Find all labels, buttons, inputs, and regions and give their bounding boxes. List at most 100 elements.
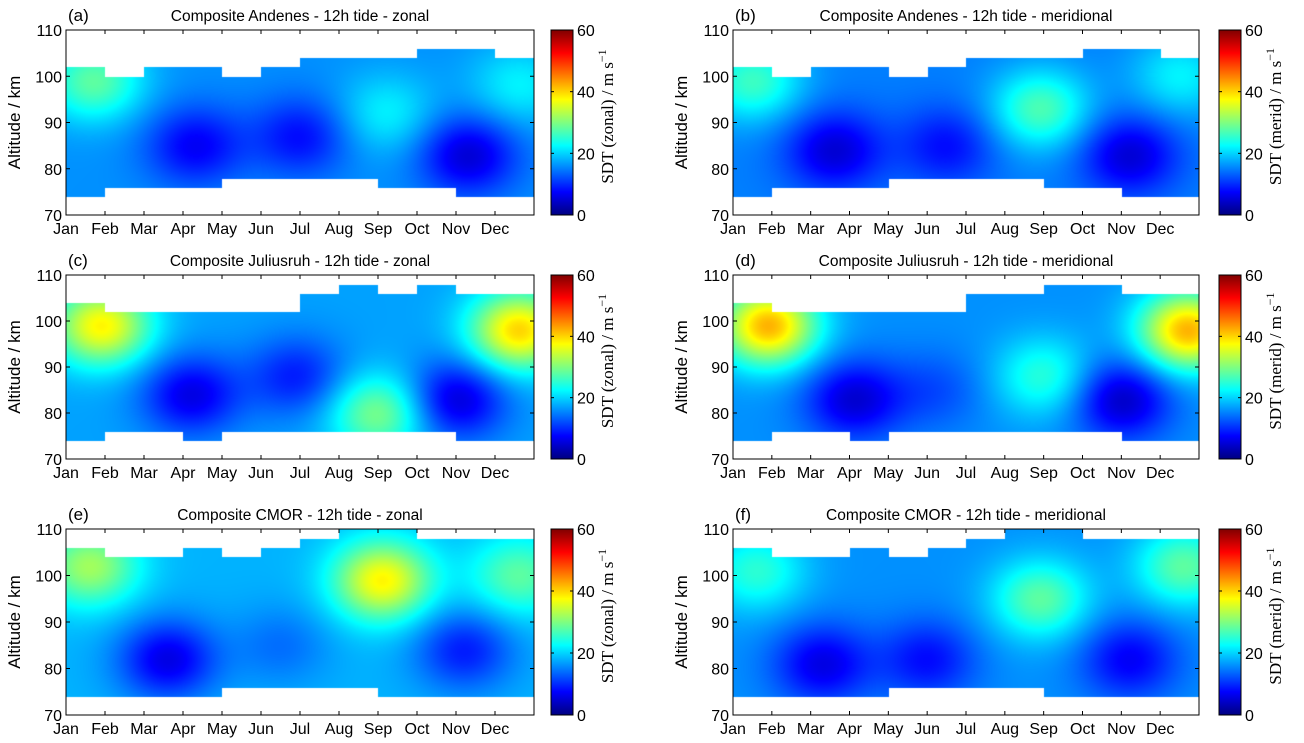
chart-title: Composite CMOR - 12h tide - zonal xyxy=(177,507,423,524)
x-tick-label: Mar xyxy=(797,221,825,238)
x-tick-label: Jan xyxy=(53,465,79,482)
colorbar-tick-label: 20 xyxy=(1245,146,1263,163)
colorbar-label: SDT (merid) / m s−1 xyxy=(1263,547,1285,684)
colorbar-label-exponent: −1 xyxy=(1263,547,1277,560)
colorbar-tick-label: 40 xyxy=(1245,85,1263,102)
colorbar-tick-label: 0 xyxy=(577,708,586,725)
heatmap-image xyxy=(733,275,1199,459)
colorbar-tick-label: 20 xyxy=(577,146,595,163)
colorbar-tick-label: 60 xyxy=(1245,23,1263,40)
colorbar-tick-label: 0 xyxy=(577,452,586,469)
x-tick-label: Dec xyxy=(1146,721,1174,738)
x-tick-label: Jun xyxy=(914,221,940,238)
x-tick-label: May xyxy=(207,721,237,738)
heatmap-image xyxy=(66,30,534,215)
y-axis-label: Altitude / km xyxy=(5,575,24,669)
colorbar-label: SDT (zonal) / m s−1 xyxy=(595,294,617,428)
x-tick-label: Nov xyxy=(1107,221,1135,238)
y-axis-label: Altitude / km xyxy=(5,320,24,414)
x-tick-label: Jun xyxy=(914,465,940,482)
panel-e: Jan Feb Mar Apr May Jun Jul Aug Sep Oct Nov Dec 70 80… xyxy=(5,505,617,738)
x-tick-label: Dec xyxy=(481,221,509,238)
colorbar-label-text: SDT (zonal) / m s xyxy=(598,62,617,184)
x-tick-label: Sep xyxy=(1029,221,1058,238)
colorbar xyxy=(1218,29,1242,216)
x-tick-label: Nov xyxy=(442,721,470,738)
x-tick-label: Jan xyxy=(53,721,79,738)
x-tick-label: Apr xyxy=(837,221,863,238)
x-tick-label: May xyxy=(873,221,903,238)
panel-d: Jan Feb Mar Apr May Jun Jul Aug Sep Oct Nov Dec 70 80… xyxy=(672,251,1285,482)
x-tick-label: Jan xyxy=(720,465,746,482)
x-tick-label: Aug xyxy=(325,221,353,238)
y-tick-label: 90 xyxy=(711,615,729,632)
x-tick-label: Oct xyxy=(1070,221,1095,238)
colorbar-label-exponent: −1 xyxy=(595,549,609,562)
colorbar xyxy=(1218,528,1242,716)
x-tick-label: May xyxy=(207,221,237,238)
panel-letter: (b) xyxy=(735,6,756,25)
panel-letter: (d) xyxy=(735,251,756,270)
colorbar-label-text: SDT (zonal) / m s xyxy=(598,562,617,684)
colorbar-tick-label: 0 xyxy=(1245,708,1254,725)
x-tick-label: Jul xyxy=(956,221,976,238)
y-tick-label: 80 xyxy=(44,162,62,179)
panel-f: Jan Feb Mar Apr May Jun Jul Aug Sep Oct Nov Dec 70 80… xyxy=(672,505,1285,738)
colorbar-tick-label: 60 xyxy=(577,23,595,40)
colorbar-tick-label: 20 xyxy=(1245,391,1263,408)
colorbar-tick-label: 0 xyxy=(1245,452,1254,469)
heatmap-image xyxy=(733,30,1199,215)
heatmap-image xyxy=(733,529,1199,715)
x-tick-label: Jul xyxy=(290,721,310,738)
colorbar-label-exponent: −1 xyxy=(595,49,609,62)
colorbar-tick-label: 40 xyxy=(577,329,595,346)
x-tick-label: Nov xyxy=(442,221,470,238)
x-tick-label: Sep xyxy=(1029,721,1058,738)
x-tick-label: Oct xyxy=(1070,465,1095,482)
chart-title: Composite Andenes - 12h tide - meridiona… xyxy=(820,8,1113,25)
colorbar-label-text: SDT (merid) / m s xyxy=(1266,305,1285,429)
x-tick-label: Jul xyxy=(290,465,310,482)
y-axis-label: Altitude / km xyxy=(5,76,24,170)
x-tick-label: Aug xyxy=(991,465,1019,482)
y-tick-label: 70 xyxy=(44,208,62,225)
colorbar-tick-label: 20 xyxy=(577,646,595,663)
chart-title: Composite Andenes - 12h tide - zonal xyxy=(171,8,430,25)
y-tick-label: 90 xyxy=(44,360,62,377)
colorbar-tick-label: 40 xyxy=(1245,329,1263,346)
colorbar-label: SDT (merid) / m s−1 xyxy=(1263,292,1285,429)
heatmap-image xyxy=(66,529,534,715)
heatmap-image xyxy=(66,275,534,459)
y-axis-label: Altitude / km xyxy=(672,320,691,414)
x-tick-label: Jan xyxy=(720,721,746,738)
x-tick-label: Feb xyxy=(758,221,786,238)
colorbar-label-text: SDT (merid) / m s xyxy=(1266,61,1285,185)
y-tick-label: 100 xyxy=(702,69,729,86)
colorbar-label-exponent: −1 xyxy=(595,294,609,307)
x-tick-label: Apr xyxy=(171,465,197,482)
x-tick-label: Feb xyxy=(91,721,119,738)
y-tick-label: 90 xyxy=(44,615,62,632)
x-tick-label: Feb xyxy=(758,721,786,738)
x-tick-label: Oct xyxy=(405,221,430,238)
x-tick-label: Jul xyxy=(956,465,976,482)
x-tick-label: Apr xyxy=(837,721,863,738)
panel-letter: (c) xyxy=(68,251,88,270)
y-tick-label: 80 xyxy=(44,662,62,679)
x-tick-label: Feb xyxy=(758,465,786,482)
x-tick-label: Apr xyxy=(837,465,863,482)
x-tick-label: Mar xyxy=(130,465,158,482)
x-tick-label: Nov xyxy=(442,465,470,482)
panel-a: Jan Feb Mar Apr May Jun Jul Aug Sep Oct Nov Dec 70 80… xyxy=(5,6,617,238)
colorbar-label: SDT (zonal) / m s−1 xyxy=(595,49,617,183)
y-tick-label: 100 xyxy=(702,314,729,331)
x-tick-label: Nov xyxy=(1107,465,1135,482)
colorbar-tick-label: 40 xyxy=(577,85,595,102)
x-tick-label: Sep xyxy=(364,221,393,238)
colorbar-tick-label: 0 xyxy=(577,208,586,225)
y-tick-label: 100 xyxy=(35,314,62,331)
x-tick-label: May xyxy=(873,465,903,482)
y-tick-label: 70 xyxy=(711,708,729,725)
x-tick-label: Aug xyxy=(991,221,1019,238)
x-tick-label: Dec xyxy=(481,465,509,482)
